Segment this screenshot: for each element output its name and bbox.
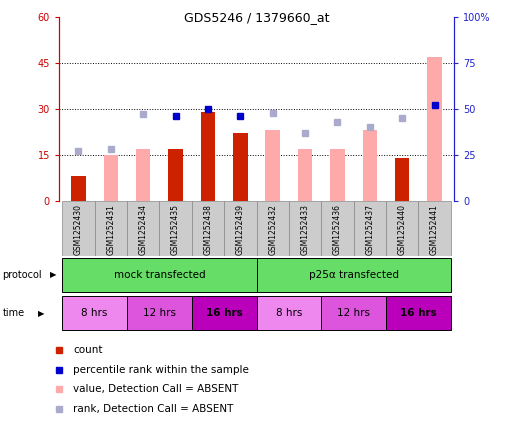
Text: p25α transfected: p25α transfected bbox=[309, 270, 399, 280]
Text: 16 hrs: 16 hrs bbox=[400, 308, 437, 318]
Bar bbox=[62, 258, 256, 292]
Text: GSM1252431: GSM1252431 bbox=[106, 204, 115, 255]
Bar bbox=[62, 201, 94, 256]
Text: 12 hrs: 12 hrs bbox=[143, 308, 176, 318]
Text: value, Detection Call = ABSENT: value, Detection Call = ABSENT bbox=[73, 384, 239, 394]
Text: protocol: protocol bbox=[3, 270, 42, 280]
Bar bbox=[160, 201, 192, 256]
Bar bbox=[233, 134, 248, 201]
Bar bbox=[127, 201, 160, 256]
Text: percentile rank within the sample: percentile rank within the sample bbox=[73, 365, 249, 375]
Bar bbox=[353, 201, 386, 256]
Bar bbox=[321, 201, 353, 256]
Text: GSM1252432: GSM1252432 bbox=[268, 204, 277, 255]
Text: GSM1252435: GSM1252435 bbox=[171, 204, 180, 255]
Bar bbox=[256, 258, 451, 292]
Bar bbox=[127, 296, 192, 330]
Text: 16 hrs: 16 hrs bbox=[206, 308, 243, 318]
Text: GSM1252434: GSM1252434 bbox=[139, 204, 148, 255]
Bar bbox=[386, 201, 419, 256]
Text: 12 hrs: 12 hrs bbox=[337, 308, 370, 318]
Bar bbox=[395, 158, 409, 201]
Bar bbox=[168, 149, 183, 201]
Bar bbox=[386, 296, 451, 330]
Text: GSM1252436: GSM1252436 bbox=[333, 204, 342, 255]
Bar bbox=[136, 149, 150, 201]
Text: GSM1252439: GSM1252439 bbox=[236, 204, 245, 255]
Bar bbox=[256, 201, 289, 256]
Bar bbox=[289, 201, 321, 256]
Bar bbox=[256, 296, 321, 330]
Bar bbox=[71, 176, 86, 201]
Text: GSM1252440: GSM1252440 bbox=[398, 204, 407, 255]
Bar bbox=[224, 201, 256, 256]
Bar bbox=[330, 149, 345, 201]
Text: GSM1252437: GSM1252437 bbox=[365, 204, 374, 255]
Bar bbox=[321, 296, 386, 330]
Bar bbox=[104, 155, 118, 201]
Bar bbox=[192, 296, 256, 330]
Text: GDS5246 / 1379660_at: GDS5246 / 1379660_at bbox=[184, 11, 329, 24]
Text: 8 hrs: 8 hrs bbox=[82, 308, 108, 318]
Bar bbox=[62, 296, 127, 330]
Bar bbox=[94, 201, 127, 256]
Text: rank, Detection Call = ABSENT: rank, Detection Call = ABSENT bbox=[73, 404, 233, 414]
Bar bbox=[427, 57, 442, 201]
Text: time: time bbox=[3, 308, 25, 318]
Bar bbox=[71, 176, 86, 201]
Text: 8 hrs: 8 hrs bbox=[275, 308, 302, 318]
Bar bbox=[363, 130, 377, 201]
Text: GSM1252438: GSM1252438 bbox=[204, 204, 212, 255]
Text: GSM1252441: GSM1252441 bbox=[430, 204, 439, 255]
Bar bbox=[419, 201, 451, 256]
Bar bbox=[265, 130, 280, 201]
Bar bbox=[201, 112, 215, 201]
Bar bbox=[192, 201, 224, 256]
Text: ▶: ▶ bbox=[38, 308, 45, 318]
Text: GSM1252430: GSM1252430 bbox=[74, 204, 83, 255]
Bar bbox=[298, 149, 312, 201]
Text: GSM1252433: GSM1252433 bbox=[301, 204, 309, 255]
Text: ▶: ▶ bbox=[50, 270, 57, 280]
Text: count: count bbox=[73, 345, 103, 355]
Text: mock transfected: mock transfected bbox=[113, 270, 205, 280]
